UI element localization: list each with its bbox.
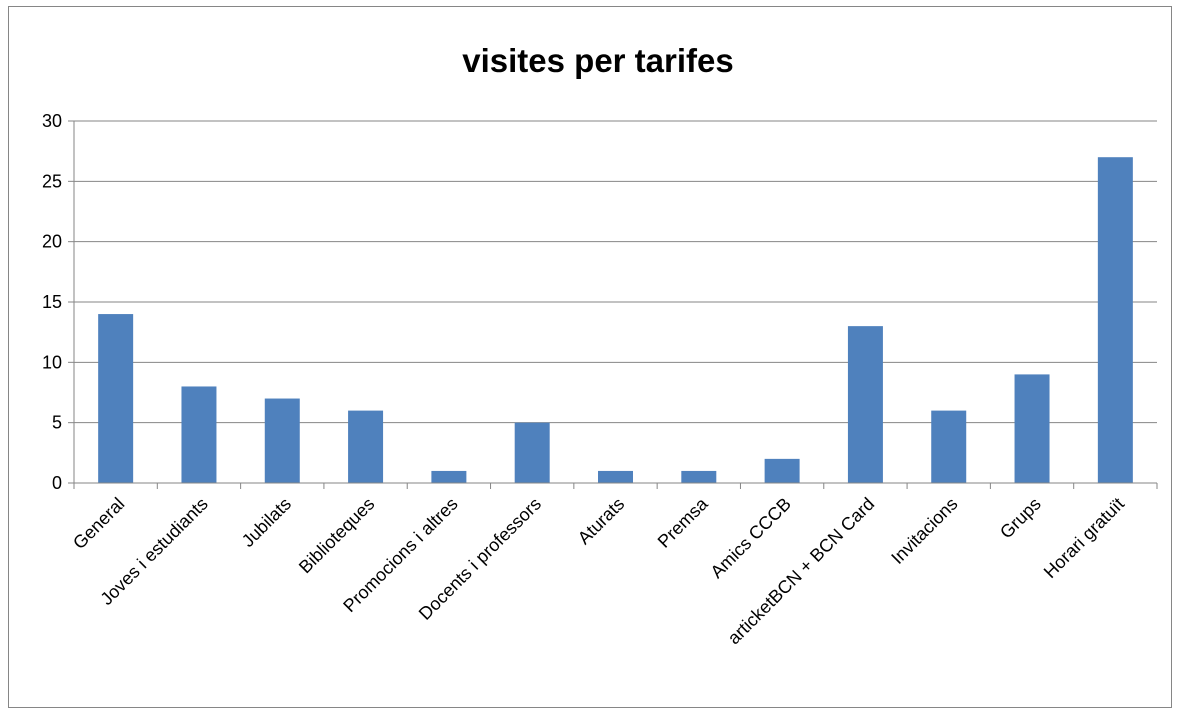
bars [98, 157, 1133, 483]
bar [514, 422, 550, 483]
bar [264, 398, 300, 483]
bar [348, 410, 384, 483]
x-tick-label: Horari gratuït [1040, 494, 1128, 582]
bar [847, 326, 883, 483]
bar [431, 470, 467, 483]
bar [181, 386, 217, 483]
gridlines [74, 120, 1157, 424]
x-tick-label: General [69, 494, 128, 553]
x-tick-label: Aturats [574, 494, 628, 548]
bar [931, 410, 967, 483]
y-tick-label: 25 [42, 171, 62, 191]
y-tick-label: 15 [42, 292, 62, 312]
x-tick-label: Invitacions [887, 494, 961, 568]
bar [1014, 374, 1050, 483]
bar [681, 470, 717, 483]
x-tick-label: Amics CCCB [707, 494, 795, 582]
y-tick-label: 20 [42, 232, 62, 252]
axes [68, 120, 1158, 489]
x-tick-label: Biblioteques [295, 494, 378, 577]
bar [598, 470, 633, 483]
bar [1097, 157, 1133, 483]
chart-title: visites per tarifes [462, 42, 733, 79]
x-tick-label: articketBCN + BCN Card [724, 494, 879, 649]
x-tick-label: Grups [996, 494, 1045, 543]
x-tick-label: Premsa [654, 493, 713, 552]
x-tick-label: Jubilats [238, 494, 295, 551]
y-tick-label: 5 [52, 413, 62, 433]
y-tick-label: 0 [52, 473, 62, 493]
chart-frame [8, 6, 1172, 708]
y-tick-label: 30 [42, 111, 62, 131]
bar [98, 314, 134, 483]
bar [764, 458, 800, 483]
y-tick-label: 10 [42, 352, 62, 372]
